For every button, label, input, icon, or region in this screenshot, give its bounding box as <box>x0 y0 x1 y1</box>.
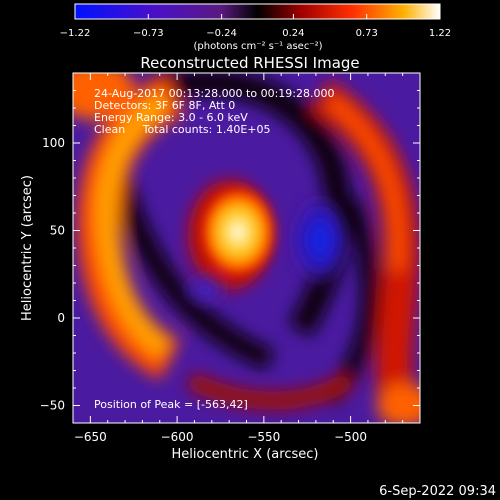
colorbar-gradient <box>74 3 441 20</box>
colorbar-tick-label: 0.24 <box>282 28 304 39</box>
x-tick-label: −650 <box>74 430 107 444</box>
colorbar-unit: (photons cm⁻² s⁻¹ asec⁻²) <box>193 41 322 52</box>
y-tick-label: 0 <box>57 311 65 325</box>
annotation-peak: Position of Peak = [-563,42] <box>94 398 248 411</box>
colorbar-tick-label: −1.22 <box>60 28 91 39</box>
x-axis-label: Heliocentric X (arcsec) <box>172 447 319 462</box>
x-tick-label: −600 <box>161 430 194 444</box>
chart-title: Reconstructed RHESSI Image <box>140 54 359 72</box>
x-tick-label: −550 <box>247 430 280 444</box>
colorbar-tick-label: −0.73 <box>133 28 164 39</box>
colorbar: −1.22 −0.73 −0.24 0.24 0.73 1.22 (photons cm⁻… <box>60 3 451 52</box>
colorbar-tick-label: −0.24 <box>206 28 237 39</box>
colorbar-tick-label: 1.22 <box>429 28 451 39</box>
annotations: 24-Aug-2017 00:13:28.000 to 00:19:28.000… <box>94 87 335 411</box>
annotation-time: 24-Aug-2017 00:13:28.000 to 00:19:28.000 <box>94 87 335 100</box>
x-tick-label: −500 <box>334 430 367 444</box>
footer-date: 6-Sep-2022 09:34 <box>379 484 496 499</box>
annotation-method: Clean Total counts: 1.40E+05 <box>94 123 271 136</box>
y-tick-label: −50 <box>40 399 65 413</box>
colorbar-tick-label: 0.73 <box>356 28 378 39</box>
colorbar-ticks: −1.22 −0.73 −0.24 0.24 0.73 1.22 <box>60 14 451 39</box>
y-axis-label: Heliocentric Y (arcsec) <box>20 175 35 321</box>
annotation-energy: Energy Range: 3.0 - 6.0 keV <box>94 111 248 124</box>
annotation-detectors: Detectors: 3F 6F 8F, Att 0 <box>94 99 235 112</box>
heatmap-image <box>73 73 420 423</box>
y-tick-label: 50 <box>50 224 65 238</box>
y-tick-label: 100 <box>42 136 65 150</box>
